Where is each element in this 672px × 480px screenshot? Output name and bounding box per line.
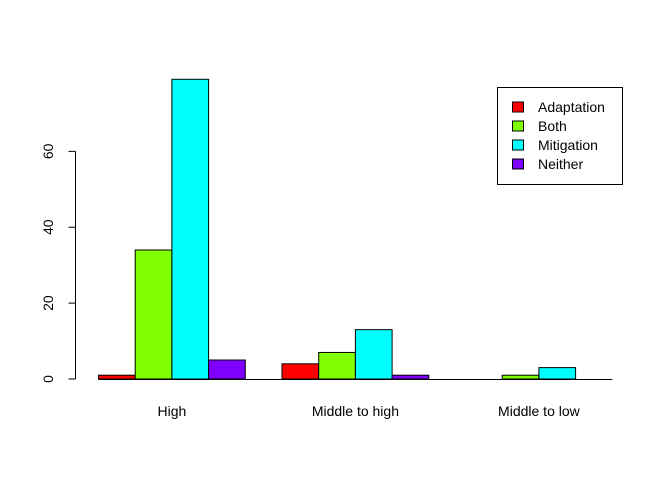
bars-layer xyxy=(98,78,577,380)
bar-middle-to-high-both xyxy=(318,351,356,380)
legend-swatch-neither xyxy=(512,158,524,170)
bar-high-both xyxy=(134,249,173,380)
bar-middle-to-low-mitigation xyxy=(538,367,577,380)
x-tick-labels: High Middle to high Middle to low xyxy=(158,403,581,419)
x-tick-label: Middle to low xyxy=(498,403,581,419)
bar-middle-to-high-neither xyxy=(391,374,430,380)
bar-high-adaptation xyxy=(98,374,136,380)
legend-label-mitigation: Mitigation xyxy=(538,137,598,153)
bar-middle-to-low-both xyxy=(501,374,540,380)
y-tick-label: 20 xyxy=(40,295,56,311)
legend-label-neither: Neither xyxy=(538,156,583,172)
y-axis: 0 20 40 60 xyxy=(40,143,76,383)
legend-swatch-both xyxy=(512,120,524,132)
bar-middle-to-high-mitigation xyxy=(354,329,393,380)
legend-label-adaptation: Adaptation xyxy=(538,99,605,115)
legend-label-both: Both xyxy=(538,118,567,134)
bar-middle-to-high-adaptation xyxy=(281,363,320,380)
y-tick-label: 40 xyxy=(40,219,56,235)
y-tick-label: 0 xyxy=(40,375,56,383)
legend-swatch-mitigation xyxy=(512,139,524,151)
bar-high-neither xyxy=(208,359,246,380)
y-tick-label: 60 xyxy=(40,143,56,159)
bar-high-mitigation xyxy=(171,78,210,380)
legend-swatch-adaptation xyxy=(512,101,524,113)
x-tick-label: Middle to high xyxy=(312,403,399,419)
x-tick-label: High xyxy=(158,403,187,419)
legend: Adaptation Both Mitigation Neither xyxy=(497,87,623,185)
